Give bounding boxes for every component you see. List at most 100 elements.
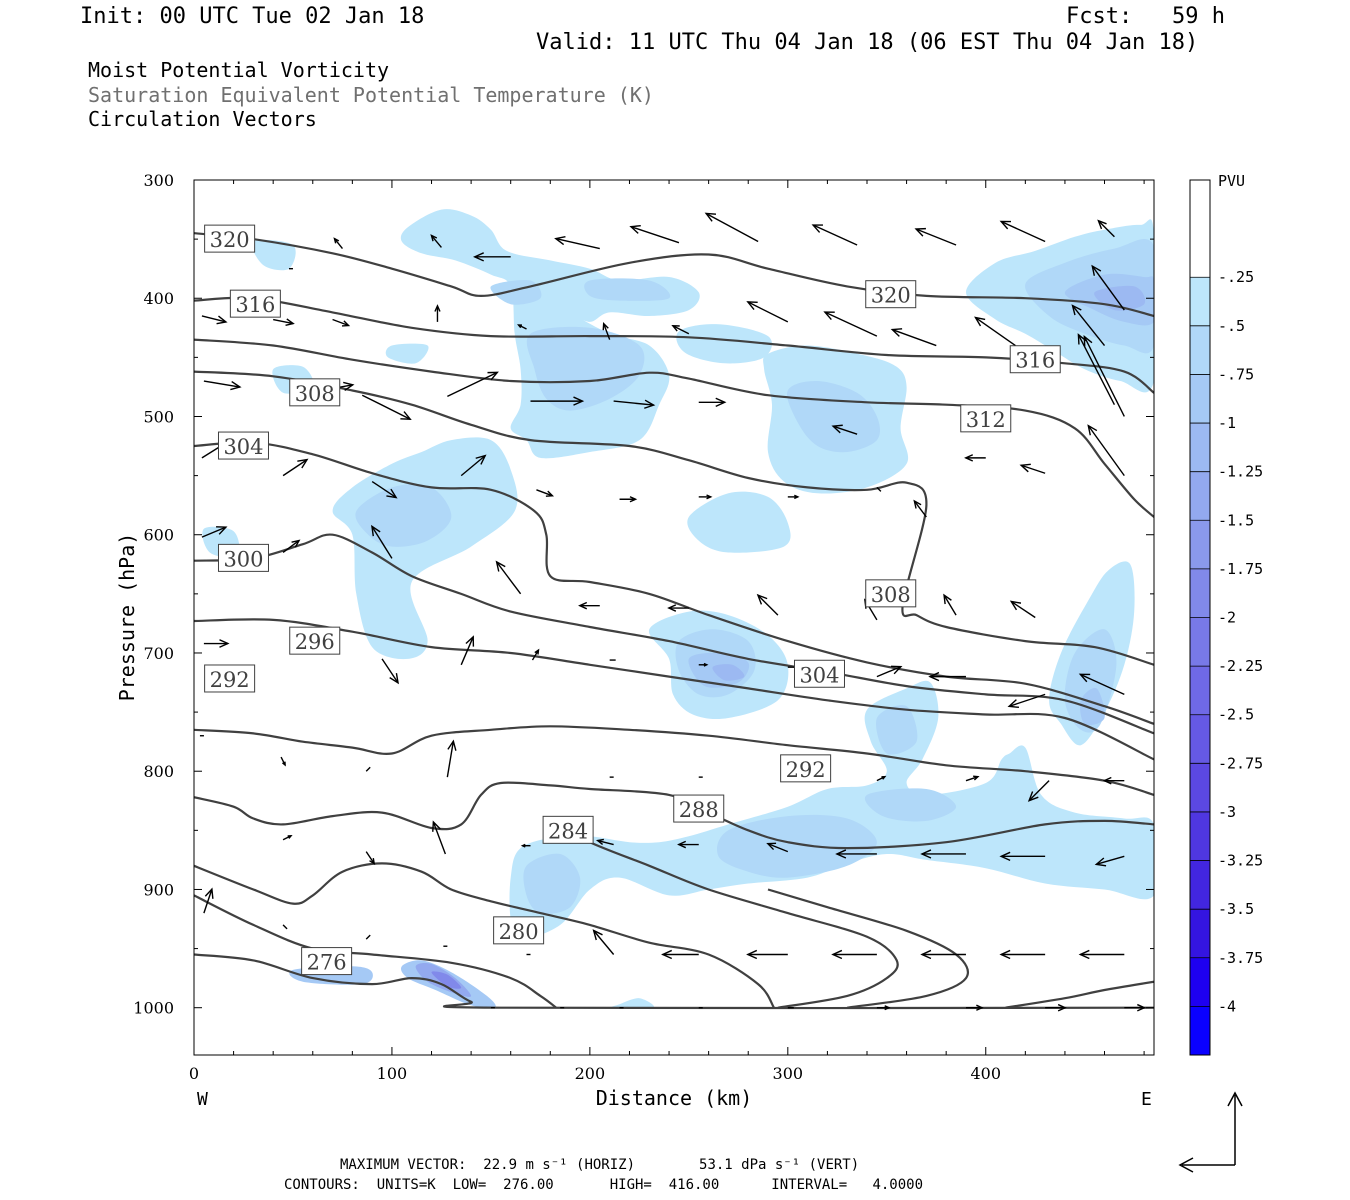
vector-49 xyxy=(965,775,980,782)
isentrope-label-box xyxy=(204,224,256,253)
colorbar-label-13: -3.25 xyxy=(1218,852,1263,870)
vector-16 xyxy=(698,494,713,500)
isentrope-label-292: 292 xyxy=(780,754,832,783)
colorbar: PVU -.25 -.5 -.75 -1 -1.25 -1.5 -1.75 -2 -2.25 -2.… xyxy=(1189,172,1263,1056)
x-tick-label-300: 300 xyxy=(773,1064,804,1083)
vector-64 xyxy=(203,887,214,914)
y-tick-label-500: 500 xyxy=(143,407,174,426)
colorbar-label-8: -2 xyxy=(1218,609,1236,627)
vector-head xyxy=(447,739,457,751)
vector-head xyxy=(644,399,656,409)
colorbar-label-2: -.5 xyxy=(1218,317,1245,335)
vector-shaft xyxy=(747,301,789,323)
title-mpv: Moist Potential Vorticity xyxy=(88,58,390,82)
mpv-region-6 xyxy=(676,324,773,364)
vector-head xyxy=(472,252,484,262)
vector-48 xyxy=(876,775,887,782)
colorbar-swatch-9 xyxy=(1190,617,1210,667)
contour-high: HIGH= 416.00 xyxy=(609,1177,720,1193)
vector-head xyxy=(592,929,603,941)
vector-head xyxy=(1027,791,1039,802)
vector-83 xyxy=(1045,1003,1067,1012)
vector-head xyxy=(487,371,499,381)
mpv-region-33 xyxy=(431,971,462,989)
vector-head xyxy=(913,499,922,509)
colorbar-swatch-11 xyxy=(1190,714,1210,764)
vector-head xyxy=(1007,699,1020,709)
vector-104 xyxy=(1071,304,1106,346)
title-vectors: Circulation Vectors xyxy=(88,107,317,131)
vector-head xyxy=(465,635,475,647)
vector-head xyxy=(667,604,677,612)
isentrope-300-5 xyxy=(194,533,1154,735)
colorbar-label-9: -2.25 xyxy=(1218,657,1263,675)
vector-75 xyxy=(1078,949,1125,960)
colorbar-label-6: -1.5 xyxy=(1218,511,1254,529)
vector-60 xyxy=(835,849,877,859)
vector-head xyxy=(629,224,641,234)
vector-shaft xyxy=(446,741,455,778)
vector-shaft xyxy=(975,316,1016,347)
vector-head xyxy=(1078,949,1090,960)
vector-head xyxy=(602,322,609,331)
vector-63 xyxy=(1094,855,1125,867)
vector-shaft xyxy=(1010,600,1036,619)
isentrope-label-box xyxy=(1009,345,1061,374)
init-time: Init: 00 UTC Tue 02 Jan 18 xyxy=(80,4,425,29)
vector-head xyxy=(1009,600,1022,611)
vector-shaft xyxy=(1087,425,1125,477)
isentrope-label-276: 276 xyxy=(301,947,353,976)
isentrope-label-text: 304 xyxy=(223,435,263,459)
vector-shaft xyxy=(832,425,858,435)
x-axis-label: Distance (km) xyxy=(596,1086,753,1110)
vector-97 xyxy=(517,324,527,330)
x-tick-label-0: 0 xyxy=(189,1064,199,1083)
circulation-vectors xyxy=(199,212,1147,1012)
vector-73 xyxy=(920,949,966,960)
vector-0 xyxy=(201,315,228,325)
colorbar-label-4: -1 xyxy=(1218,414,1236,432)
vector-head xyxy=(884,1005,891,1011)
vector-head xyxy=(661,949,673,960)
isentrope-labels: 320 316 308 304 300 296 292 320 316 312 308 304 292 2… xyxy=(204,224,1061,976)
vector-shaft xyxy=(282,459,308,477)
vector-shaft xyxy=(603,323,611,340)
vector-shaft xyxy=(1083,336,1125,417)
y-tick-label-400: 400 xyxy=(143,289,174,308)
vector-shaft xyxy=(282,539,300,554)
vector-shaft xyxy=(1020,464,1046,474)
vector-shaft xyxy=(201,526,227,538)
vector-shaft xyxy=(496,561,522,595)
vector-head xyxy=(1057,1003,1067,1012)
vector-head xyxy=(766,842,777,851)
vector-head xyxy=(230,380,242,391)
vector-shaft xyxy=(365,934,371,940)
vector-100 xyxy=(746,301,789,323)
vector-23 xyxy=(578,601,600,610)
vector-head xyxy=(595,838,604,845)
vector-head xyxy=(1137,1003,1147,1012)
y-tick-label-1000: 1000 xyxy=(133,999,174,1018)
vector-head xyxy=(999,220,1012,230)
vector-94 xyxy=(1097,219,1115,238)
vector-61 xyxy=(920,849,966,859)
isentrope-292-7 xyxy=(194,725,1154,796)
vector-head xyxy=(1083,334,1093,347)
colorbar-label-16: -4 xyxy=(1218,997,1236,1015)
vector-69 xyxy=(592,929,615,955)
y-tick-label-700: 700 xyxy=(143,644,174,663)
title-theta-es: Saturation Equivalent Potential Temperat… xyxy=(88,83,654,107)
vector-53 xyxy=(282,835,293,841)
vector-101 xyxy=(823,311,878,337)
isentrope-segment-12 xyxy=(559,823,899,1009)
x-tick-label-100: 100 xyxy=(377,1064,408,1083)
isentrope-label-312: 312 xyxy=(960,404,1012,433)
vector-head xyxy=(920,949,932,960)
x-tick-label-200: 200 xyxy=(575,1064,606,1083)
vector-head xyxy=(706,494,713,500)
isentrope-label-box xyxy=(229,289,281,318)
mpv-region-22 xyxy=(864,788,957,822)
vector-108 xyxy=(1083,334,1125,417)
vector-head xyxy=(495,560,506,572)
vector-head xyxy=(831,949,843,960)
